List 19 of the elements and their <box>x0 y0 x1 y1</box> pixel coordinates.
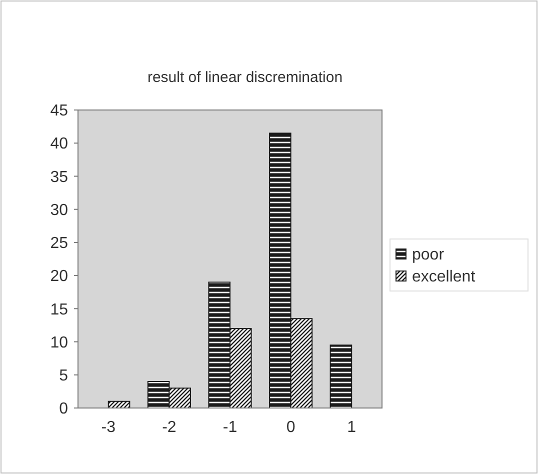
y-tick-label: 35 <box>50 168 68 186</box>
x-tick-label: -3 <box>101 419 116 436</box>
y-tick-label: 40 <box>50 136 68 153</box>
y-tick-label: 15 <box>50 301 68 318</box>
x-tick-label: 1 <box>347 419 356 436</box>
legend-label: poor <box>412 246 445 264</box>
y-tick-label: 10 <box>50 334 68 352</box>
y-tick-label: 25 <box>50 235 68 252</box>
x-tick-label: -2 <box>162 419 176 436</box>
y-tick-label: 30 <box>50 202 68 219</box>
bar <box>330 344 352 408</box>
y-tick-label: 45 <box>50 102 68 120</box>
y-tick-label: 5 <box>59 367 68 384</box>
chart-title: result of linear discremination <box>147 69 343 86</box>
x-tick-label: -1 <box>222 419 238 436</box>
legend-label: excellent <box>412 268 476 286</box>
y-tick-label: 0 <box>59 400 68 418</box>
y-tick-label: 20 <box>50 268 68 286</box>
x-tick-label: 0 <box>286 419 296 436</box>
